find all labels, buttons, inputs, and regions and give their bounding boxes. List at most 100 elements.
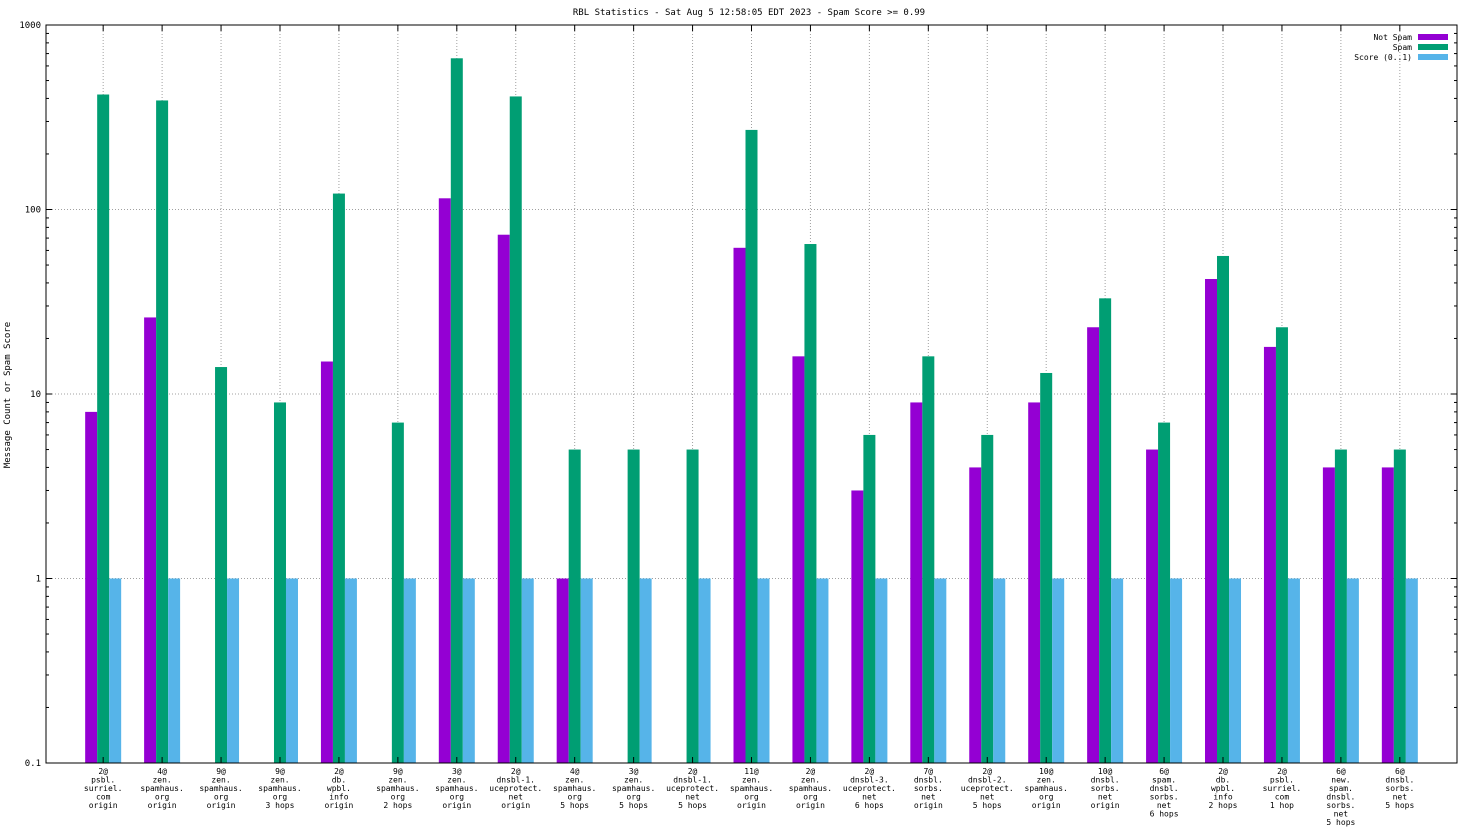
x-category-label-line: net	[921, 793, 936, 802]
bar-not-spam	[969, 467, 982, 763]
x-category-label-line: 5 hops	[619, 801, 648, 810]
x-category-label-line: wpbl.	[1211, 784, 1235, 793]
bar-spam	[745, 129, 758, 763]
x-category-label-line: origin	[914, 801, 943, 810]
bar-spam	[273, 402, 286, 763]
bar-spam	[686, 449, 699, 763]
x-category-label-line: origin	[796, 801, 825, 810]
bar-spam	[332, 193, 345, 764]
x-category-label-line: 6@	[1336, 767, 1346, 776]
x-category-label-line: spamhaus.	[140, 784, 183, 793]
bar-score-0-1	[462, 578, 475, 763]
x-category-label-line: wpbl.	[327, 784, 351, 793]
x-category-label-line: zen.	[211, 776, 230, 785]
x-category-label: 3@ zen. spamhaus. org origin	[435, 767, 478, 810]
bar-score-0-1	[109, 578, 122, 763]
x-category-label-line: info	[329, 793, 348, 802]
chart-title: RBL Statistics - Sat Aug 5 12:58:05 EDT …	[573, 8, 925, 18]
x-category-label-line: zen.	[624, 776, 643, 785]
bar-spam	[981, 434, 994, 763]
x-category-label-line: 2@	[806, 767, 816, 776]
x-category-label-line: org	[450, 793, 465, 802]
x-category-label-line: zen.	[447, 776, 466, 785]
bar-not-spam	[85, 411, 98, 763]
bar-not-spam	[1381, 467, 1394, 763]
x-category-label-line: db.	[332, 776, 346, 785]
x-category-label-line: net	[509, 793, 524, 802]
x-category-label: 2@ dnsbl-3. uceprotect. net 6 hops	[843, 767, 896, 810]
bar-spam	[391, 422, 404, 763]
bar-not-spam	[1322, 467, 1335, 763]
x-category-label-line: origin	[207, 801, 236, 810]
x-category-label-line: org	[214, 793, 229, 802]
bar-score-0-1	[168, 578, 181, 763]
x-category-label-line: dnsbl.	[1385, 776, 1414, 785]
legend-label: Not Spam	[1373, 33, 1412, 42]
x-category-label: 9@ zen. spamhaus. org origin	[199, 767, 242, 810]
x-category-label-line: surriel.	[84, 784, 123, 793]
x-category-label-line: sorbs.	[1091, 784, 1120, 793]
bar-not-spam	[497, 234, 510, 764]
x-category-label-line: uceprotect.	[489, 784, 542, 793]
x-category-label-line: net	[980, 793, 995, 802]
x-category-label: 6@ dnsbl. sorbs. net 5 hops	[1385, 767, 1414, 810]
bar-spam	[1158, 422, 1171, 763]
bar-score-0-1	[698, 578, 711, 763]
bar-spam	[922, 356, 935, 763]
bar-spam	[863, 434, 876, 763]
x-category-label-line: 2@	[1218, 767, 1228, 776]
bar-spam	[1334, 449, 1347, 763]
x-category-label: 10@ zen. spamhaus. org origin	[1025, 767, 1068, 810]
y-axis-label: Message Count or Spam Score	[3, 322, 13, 468]
x-category-label: 2@ dnsbl-1. uceprotect. net 5 hops	[666, 767, 719, 810]
x-category-label-line: zen.	[1037, 776, 1056, 785]
bar-spam	[1040, 372, 1053, 763]
x-category-label-line: 6@	[1395, 767, 1405, 776]
x-category-label-line: 5 hops	[1326, 818, 1355, 827]
x-category-label-line: com	[1275, 793, 1290, 802]
x-category-label-line: sorbs.	[1326, 801, 1355, 810]
x-category-label-line: zen.	[270, 776, 289, 785]
bar-spam	[156, 100, 169, 763]
x-category-label-line: 11@	[744, 767, 759, 776]
bar-score-0-1	[639, 578, 652, 763]
x-category-label-line: spamhaus.	[730, 784, 773, 793]
x-category-label-line: org	[155, 793, 170, 802]
x-category-label-line: 2@	[688, 767, 698, 776]
bar-score-0-1	[875, 578, 888, 763]
bar-spam	[804, 244, 817, 764]
x-category-label-line: spam.	[1329, 784, 1353, 793]
x-category-label-line: org	[744, 793, 759, 802]
bar-not-spam	[438, 198, 451, 763]
x-category-label-line: 2@	[982, 767, 992, 776]
x-category-label-line: spamhaus.	[1025, 784, 1068, 793]
legend-swatch	[1418, 54, 1448, 60]
x-category-label-line: 4@	[157, 767, 167, 776]
x-category-label-line: 7@	[923, 767, 933, 776]
x-category-label-line: 5 hops	[973, 801, 1002, 810]
bar-spam	[450, 58, 463, 764]
x-category-label: 9@ zen. spamhaus. org 3 hops	[258, 767, 301, 810]
x-category-label-line: net	[1157, 801, 1172, 810]
x-category-label-line: dnsbl-3.	[850, 776, 889, 785]
bar-not-spam	[1263, 346, 1276, 763]
x-category-label-line: zen.	[152, 776, 171, 785]
x-category-label-line: origin	[1032, 801, 1061, 810]
x-category-label-line: 6 hops	[1150, 810, 1179, 819]
legend-label: Score (0..1)	[1354, 53, 1412, 62]
x-category-label-line: 4@	[570, 767, 580, 776]
x-category-label-line: net	[862, 793, 877, 802]
bar-not-spam	[1087, 327, 1100, 763]
x-category-label-line: zen.	[565, 776, 584, 785]
x-category-label-line: origin	[324, 801, 353, 810]
x-category-label-line: org	[626, 793, 641, 802]
bar-not-spam	[320, 361, 333, 763]
x-category-label-line: dnsbl-1.	[496, 776, 535, 785]
bar-score-0-1	[285, 578, 298, 763]
x-category-label-line: 9@	[216, 767, 226, 776]
y-tick-label: 0.1	[25, 759, 41, 769]
bar-spam	[627, 449, 640, 763]
bar-not-spam	[556, 578, 569, 763]
